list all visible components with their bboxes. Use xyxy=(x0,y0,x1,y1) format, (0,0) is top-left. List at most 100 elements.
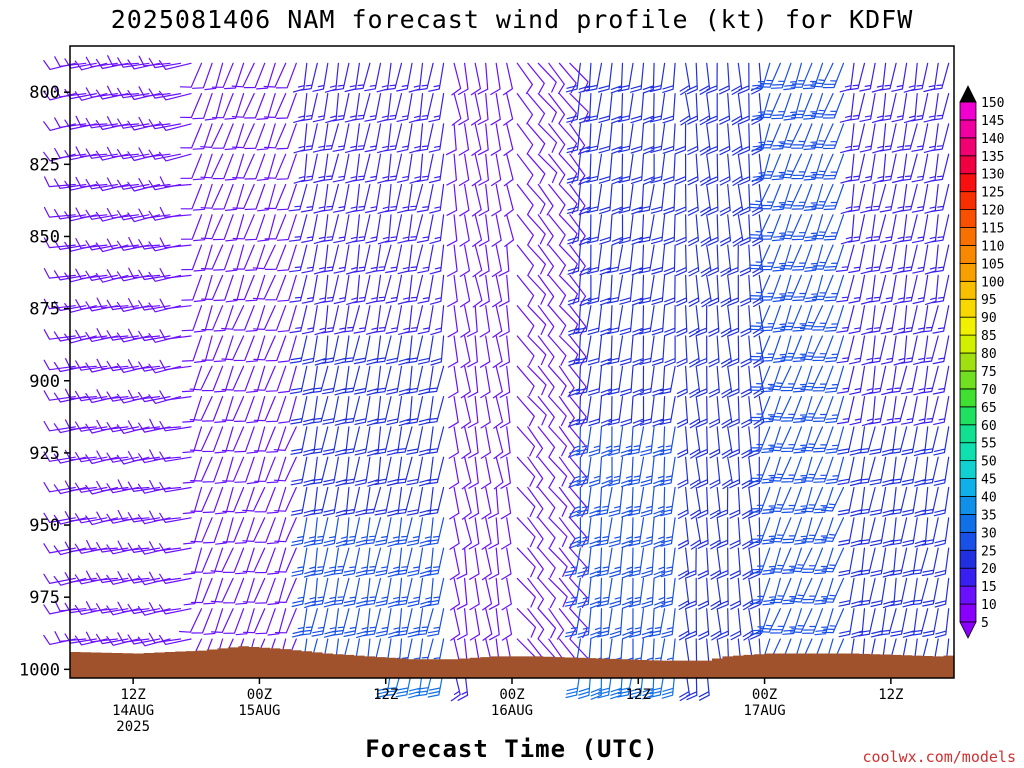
wind-barb xyxy=(880,214,897,243)
wind-barb xyxy=(761,426,781,454)
wind-barb xyxy=(769,577,792,604)
wind-barb xyxy=(516,365,535,397)
wind-barb xyxy=(751,153,771,182)
wind-barb xyxy=(106,208,139,219)
wind-barb xyxy=(289,244,308,273)
wind-barb xyxy=(362,486,382,515)
wind-barb xyxy=(638,244,655,274)
wind-barb xyxy=(355,547,371,578)
wind-barb xyxy=(138,269,171,281)
wind-barb xyxy=(837,486,855,516)
wind-barb xyxy=(780,365,802,392)
wind-barb xyxy=(394,547,413,576)
wind-barb xyxy=(85,240,118,251)
wind-barb xyxy=(213,335,234,363)
colorbar-segment xyxy=(959,388,977,408)
wind-barb xyxy=(253,365,276,391)
wind-barb xyxy=(687,93,699,125)
wind-barb xyxy=(290,396,308,425)
wind-barb xyxy=(600,396,613,428)
wind-barb xyxy=(857,547,876,576)
wind-barb xyxy=(190,517,213,543)
wind-barb xyxy=(106,452,139,463)
wind-barb xyxy=(384,214,403,243)
wind-barb xyxy=(678,547,690,580)
wind-barb xyxy=(718,62,730,95)
wind-barb xyxy=(385,335,403,365)
wind-barb xyxy=(748,365,771,391)
wind-barb xyxy=(762,547,781,575)
wind-barb xyxy=(503,93,514,126)
colorbar-segment xyxy=(959,334,977,354)
wind-barb xyxy=(502,62,513,96)
wind-barb xyxy=(54,117,87,128)
wind-barb xyxy=(840,214,855,245)
wind-barb xyxy=(527,608,545,640)
wind-barb xyxy=(527,365,547,396)
wind-barb xyxy=(527,486,544,519)
wind-barb xyxy=(387,577,403,608)
wind-barb xyxy=(343,577,360,607)
wind-barb xyxy=(459,244,470,277)
wind-barb xyxy=(373,365,392,394)
wind-barb xyxy=(675,244,687,276)
wind-barb xyxy=(491,214,502,247)
wind-barb xyxy=(759,123,781,149)
wind-barb xyxy=(426,486,445,515)
wind-barb xyxy=(222,456,245,482)
wind-barb xyxy=(769,547,792,573)
wind-barb xyxy=(877,608,897,636)
wind-barb xyxy=(503,123,514,156)
wind-barb xyxy=(823,153,845,180)
wind-barb xyxy=(548,183,566,215)
wind-barb xyxy=(706,123,718,155)
wind-barb xyxy=(648,608,666,637)
wind-barb xyxy=(128,236,161,248)
wind-barb xyxy=(611,153,624,185)
wind-barb xyxy=(568,335,581,367)
wind-barb xyxy=(687,183,699,216)
wind-barb xyxy=(490,93,501,126)
colorbar-label: 75 xyxy=(981,365,997,380)
wind-barb xyxy=(516,214,534,246)
wind-barb xyxy=(586,153,603,183)
wind-barb xyxy=(825,456,845,485)
wind-barb xyxy=(289,335,308,364)
wind-barb xyxy=(558,214,578,245)
wind-barb xyxy=(848,244,866,274)
wind-barb xyxy=(803,123,824,151)
wind-barb xyxy=(427,668,445,698)
wind-barb xyxy=(275,62,297,89)
wind-barb xyxy=(335,517,350,548)
wind-barb xyxy=(868,335,887,364)
colorbar-label: 135 xyxy=(981,150,1004,165)
wind-barb xyxy=(244,183,266,211)
wind-barb xyxy=(224,183,245,211)
wind-barb xyxy=(516,244,534,276)
wind-barb xyxy=(417,244,434,274)
wind-barb xyxy=(352,214,371,243)
wind-barb xyxy=(309,396,329,424)
y-tick-label: 925 xyxy=(29,444,60,464)
wind-barb xyxy=(638,274,655,305)
wind-barb xyxy=(387,517,403,547)
wind-barb xyxy=(74,482,108,493)
wind-barb xyxy=(696,396,708,428)
wind-barb xyxy=(450,608,461,641)
wind-barb xyxy=(472,274,483,308)
wind-barb xyxy=(898,123,918,151)
wind-barb xyxy=(214,426,234,454)
wind-barb xyxy=(323,577,339,608)
wind-barb xyxy=(920,305,939,333)
wind-barb xyxy=(242,486,266,512)
wind-barb xyxy=(394,517,413,546)
colorbar-segment xyxy=(959,298,977,318)
wind-barb xyxy=(840,183,855,214)
wind-barb xyxy=(334,305,350,335)
wind-barb xyxy=(191,577,213,604)
wind-barb xyxy=(467,365,479,398)
colorbar-label: 85 xyxy=(981,329,997,344)
wind-barb xyxy=(677,426,689,459)
wind-barb xyxy=(516,396,535,427)
wind-barb xyxy=(242,547,266,573)
